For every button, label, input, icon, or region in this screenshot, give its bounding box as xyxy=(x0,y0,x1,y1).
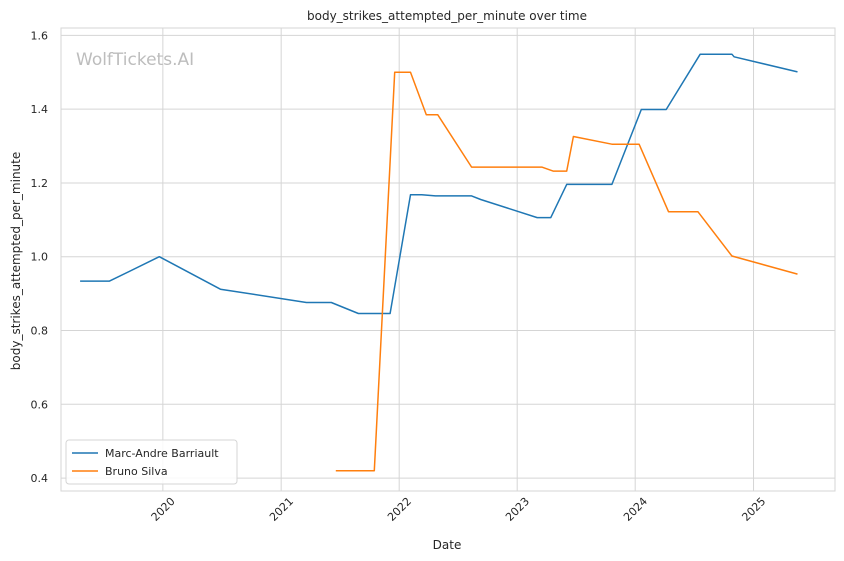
data-point-marc-andre-barriault xyxy=(305,301,308,304)
data-point-bruno-silva xyxy=(696,210,699,213)
data-point-marc-andre-barriault xyxy=(536,216,539,219)
data-point-marc-andre-barriault xyxy=(733,55,736,58)
series-line-marc-andre-barriault xyxy=(80,53,798,315)
data-point-marc-andre-barriault xyxy=(434,194,437,197)
data-point-marc-andre-barriault xyxy=(79,280,82,283)
series-line-bruno-silva xyxy=(335,71,798,472)
legend: Marc-Andre Barriault Bruno Silva xyxy=(65,439,238,485)
legend-box xyxy=(65,439,238,485)
data-point-bruno-silva xyxy=(470,166,473,169)
x-gridlines xyxy=(162,28,755,491)
y-tick-label: 0.4 xyxy=(31,472,49,485)
data-point-marc-andre-barriault xyxy=(730,53,733,56)
data-point-marc-andre-barriault xyxy=(330,301,333,304)
data-point-bruno-silva xyxy=(409,71,412,74)
data-point-bruno-silva xyxy=(638,143,641,146)
data-point-marc-andre-barriault xyxy=(357,312,360,315)
y-tick-label: 1.2 xyxy=(31,177,49,190)
legend-label-marc-andre-barriault: Marc-Andre Barriault xyxy=(105,447,219,460)
data-point-bruno-silva xyxy=(552,170,555,173)
data-point-marc-andre-barriault xyxy=(158,255,161,258)
y-tick-label: 0.6 xyxy=(31,398,49,411)
legend-label-bruno-silva: Bruno Silva xyxy=(105,465,168,478)
data-point-bruno-silva xyxy=(565,170,568,173)
x-tick-label: 2025 xyxy=(739,495,768,524)
data-point-bruno-silva xyxy=(610,143,613,146)
data-point-bruno-silva xyxy=(393,71,396,74)
data-point-marc-andre-barriault xyxy=(549,216,552,219)
data-point-marc-andre-barriault xyxy=(665,108,668,111)
data-point-bruno-silva xyxy=(667,210,670,213)
plot-frame xyxy=(60,27,836,492)
x-axis-title: Date xyxy=(433,538,462,552)
data-point-bruno-silva xyxy=(334,469,337,472)
data-point-marc-andre-barriault xyxy=(796,70,799,73)
y-tick-label: 1.0 xyxy=(31,251,49,264)
data-point-marc-andre-barriault xyxy=(565,183,568,186)
data-point-marc-andre-barriault xyxy=(610,183,613,186)
y-tick-labels: 0.4 0.6 0.8 1.0 1.2 1.4 1.6 xyxy=(31,29,49,485)
data-point-marc-andre-barriault xyxy=(389,312,392,315)
y-axis-title: body_strikes_attempted_per_minute xyxy=(9,152,23,370)
data-point-bruno-silva xyxy=(796,273,799,276)
series-marc-andre-barriault xyxy=(79,53,799,315)
data-point-marc-andre-barriault xyxy=(479,198,482,201)
x-tick-label: 2022 xyxy=(385,495,414,524)
watermark: WolfTickets.AI xyxy=(76,50,194,70)
y-tick-label: 1.4 xyxy=(31,103,49,116)
series-bruno-silva xyxy=(334,71,799,472)
data-point-marc-andre-barriault xyxy=(108,280,111,283)
data-point-bruno-silva xyxy=(540,166,543,169)
data-point-bruno-silva xyxy=(373,469,376,472)
data-point-marc-andre-barriault xyxy=(219,288,222,291)
data-point-marc-andre-barriault xyxy=(470,194,473,197)
x-tick-label: 2023 xyxy=(503,495,532,524)
x-tick-labels: 2020 2021 2022 2023 2024 2025 xyxy=(149,495,769,524)
x-tick-label: 2024 xyxy=(621,495,650,524)
y-tick-label: 0.8 xyxy=(31,325,49,338)
data-point-bruno-silva xyxy=(572,135,575,138)
x-tick-label: 2020 xyxy=(149,495,178,524)
data-point-marc-andre-barriault xyxy=(409,193,412,196)
data-point-marc-andre-barriault xyxy=(699,53,702,56)
data-point-marc-andre-barriault xyxy=(420,193,423,196)
series-layer xyxy=(79,53,799,472)
data-point-bruno-silva xyxy=(730,255,733,258)
y-tick-label: 1.6 xyxy=(31,29,49,42)
x-tick-label: 2021 xyxy=(267,495,296,524)
data-point-marc-andre-barriault xyxy=(640,108,643,111)
data-point-bruno-silva xyxy=(425,113,428,116)
chart-title: body_strikes_attempted_per_minute over t… xyxy=(307,9,587,23)
y-gridlines xyxy=(61,34,835,479)
data-point-bruno-silva xyxy=(436,113,439,116)
